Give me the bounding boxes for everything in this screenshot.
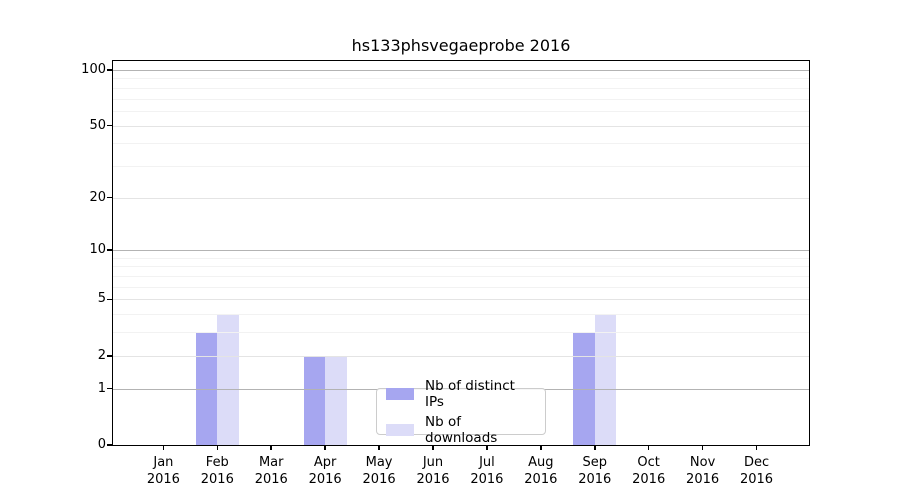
y-axis-tick-label: 5 — [97, 291, 106, 307]
grid-line-minor — [113, 98, 809, 100]
legend: Nb of distinct IPs Nb of downloads — [376, 378, 546, 446]
y-axis-tick-label: 2 — [97, 347, 106, 363]
x-axis-tick — [593, 445, 596, 450]
y-axis-tick-label: 0 — [97, 437, 106, 452]
y-axis-tick-label: 1 — [97, 380, 106, 396]
legend-label-downloads: Nb of downloads — [425, 413, 498, 446]
grid-line-minor — [113, 332, 809, 334]
x-axis-tick-label: Aug 2016 — [524, 455, 558, 487]
plot-area: Nb of distinct IPs Nb of downloads 0 1 2 5 1… — [81, 60, 810, 487]
y-axis-tick — [107, 387, 113, 390]
x-axis-tick-label: Sep 2016 — [578, 455, 612, 487]
x-axis-tick-label: Apr 2016 — [308, 455, 342, 487]
legend-entry-distinct-ips: Nb of distinct IPs — [386, 378, 536, 410]
legend-swatch-distinct-ips — [386, 387, 414, 400]
legend-entry-downloads: Nb of downloads — [386, 414, 536, 446]
y-axis-tick — [107, 249, 113, 251]
x-axis-tick — [378, 445, 380, 450]
x-axis-tick — [432, 445, 434, 450]
x-axis-tick-label: Feb 2016 — [200, 455, 234, 487]
y-axis-tick-label: 10 — [89, 242, 106, 258]
grid-line — [113, 355, 809, 357]
bar-distinct-ips — [195, 332, 218, 445]
x-axis-tick — [647, 445, 650, 450]
x-axis-tick-label: Jul 2016 — [470, 455, 504, 487]
grid-line — [113, 250, 809, 252]
grid-line-minor — [113, 266, 809, 268]
grid-line-minor — [113, 78, 809, 80]
y-axis-tick-label: 50 — [89, 117, 106, 133]
x-axis-tick — [162, 445, 165, 450]
y-axis-tick — [107, 354, 113, 357]
x-axis-tick-label: Dec 2016 — [739, 455, 774, 487]
grid-line-minor — [113, 286, 809, 288]
y-axis-tick — [107, 298, 113, 301]
chart-title: hs133phsvegaeprobe 2016 — [351, 36, 571, 55]
x-axis-tick-label: May 2016 — [362, 455, 396, 487]
y-axis-tick — [107, 69, 113, 71]
x-axis-tick — [540, 445, 542, 450]
x-axis-tick-label: Jun 2016 — [416, 455, 450, 487]
legend-swatch-downloads — [386, 423, 414, 436]
grid-line-minor — [113, 314, 809, 316]
x-axis-tick — [324, 445, 326, 450]
grid-line-minor — [113, 87, 809, 89]
x-axis-tick — [270, 445, 273, 450]
grid-line-minor — [113, 165, 809, 167]
x-axis-tick-label: Mar 2016 — [254, 455, 288, 487]
y-axis-tick-label: 20 — [89, 189, 106, 205]
x-axis-tick — [701, 445, 704, 450]
grid-line-minor — [113, 276, 809, 278]
x-axis-tick — [755, 445, 758, 450]
x-axis-tick-label: Nov 2016 — [686, 455, 720, 487]
x-axis-tick-label: Jan 2016 — [146, 455, 180, 487]
grid-line — [113, 70, 809, 71]
y-axis-tick — [107, 444, 113, 446]
grid-line-minor — [113, 110, 809, 112]
bar-distinct-ips — [573, 332, 595, 445]
bar-downloads — [325, 355, 347, 445]
x-axis-tick-label: Oct 2016 — [632, 455, 666, 487]
grid-line — [113, 197, 809, 199]
grid-line-minor — [113, 257, 809, 259]
grid-line — [113, 299, 809, 301]
x-axis-tick — [216, 445, 219, 450]
y-axis-tick — [107, 124, 113, 127]
bar-distinct-ips — [303, 355, 326, 445]
y-axis-tick — [107, 196, 113, 199]
legend-label-distinct-ips: Nb of distinct IPs — [425, 377, 515, 410]
y-axis-tick-label: 100 — [81, 62, 106, 77]
bar-downloads — [594, 314, 617, 445]
x-axis-tick — [486, 445, 488, 450]
grid-line — [113, 125, 809, 127]
grid-line-minor — [113, 143, 809, 145]
bar-downloads — [217, 314, 239, 445]
